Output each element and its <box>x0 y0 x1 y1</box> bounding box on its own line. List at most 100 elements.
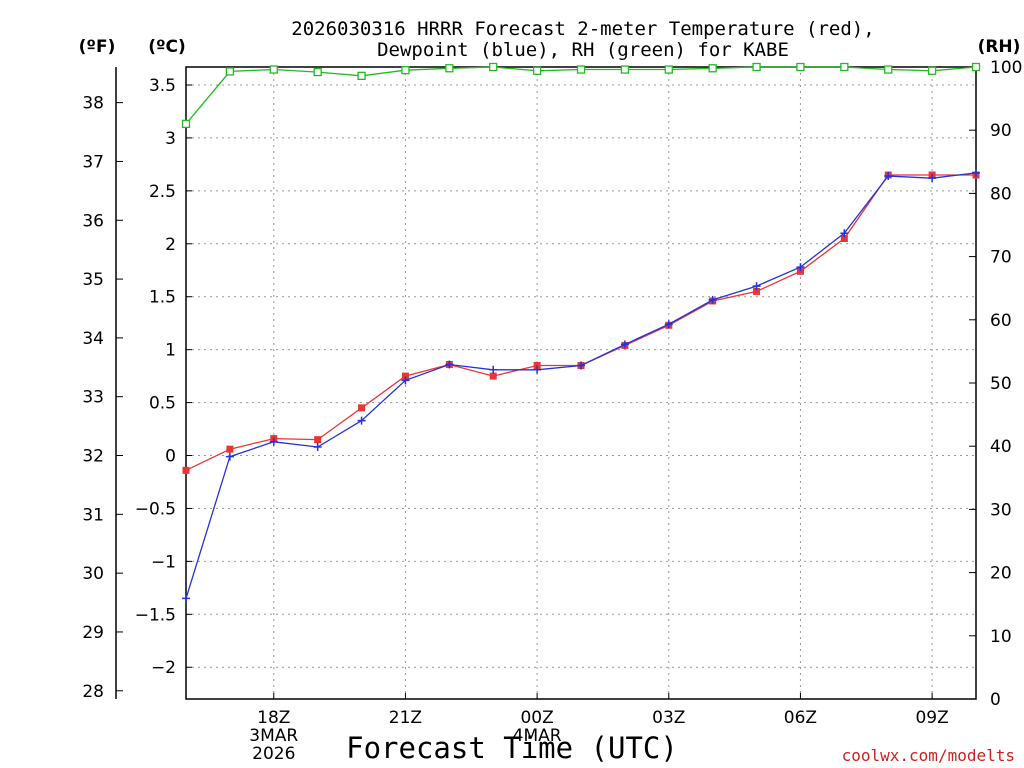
celsius-tick-label: −0.5 <box>135 499 176 519</box>
temperature-series-line <box>185 174 976 471</box>
rh-tick-label: 0 <box>990 690 1001 710</box>
rh-tick-label: 60 <box>990 311 1012 331</box>
rh-tick-label: 40 <box>990 437 1012 457</box>
celsius-tick-label: 0 <box>165 447 176 467</box>
rh-point <box>313 67 322 77</box>
dewpoint-series-line <box>185 172 977 599</box>
temperature-point <box>796 267 804 275</box>
dewpoint-point <box>664 320 673 329</box>
chart-title-line1: 2026030316 HRRR Forecast 2-meter Tempera… <box>291 18 874 40</box>
x-tick-label: 2026 <box>252 744 295 764</box>
rh-point <box>927 66 937 75</box>
celsius-unit-label: (ºC) <box>148 37 186 57</box>
dewpoint-point <box>620 340 629 349</box>
fahrenheit-tick-label: 33 <box>82 388 104 408</box>
rh-point <box>181 119 191 129</box>
rh-point <box>884 65 893 74</box>
series-layer <box>181 62 981 603</box>
temperature-point <box>753 287 761 295</box>
x-tick-label: 3MAR <box>249 726 298 746</box>
fahrenheit-tick-label: 31 <box>82 505 104 525</box>
celsius-tick-label: −2 <box>151 658 176 678</box>
x-tick-label: 18Z <box>257 708 290 728</box>
rh-tick-label: 70 <box>990 248 1012 268</box>
temperature-point <box>489 372 497 380</box>
rh-point <box>971 62 981 72</box>
credit-text: coolwx.com/modelts <box>842 746 1015 765</box>
rh-unit-label: (RH) <box>978 37 1021 57</box>
temperature-point <box>182 466 190 474</box>
rh-point <box>840 62 849 72</box>
fahrenheit-tick-label: 30 <box>82 564 104 584</box>
rh-point <box>532 66 542 75</box>
x-tick-label: 00Z <box>520 708 553 728</box>
x-tick-label: 21Z <box>389 708 422 728</box>
rh-point <box>752 62 761 72</box>
rh-tick-label: 100 <box>990 58 1022 78</box>
dewpoint-point <box>840 229 849 238</box>
temperature-point <box>401 372 409 380</box>
rh-point <box>620 65 630 74</box>
dewpoint-point <box>752 282 761 291</box>
dewpoint-point <box>225 452 234 461</box>
x-tick-label: 09Z <box>915 708 948 728</box>
celsius-tick-label: 2 <box>165 235 176 255</box>
x-tick-label: 4MAR <box>513 726 562 746</box>
dewpoint-point <box>357 416 366 425</box>
rh-point <box>708 64 717 73</box>
dewpoint-point <box>577 361 585 370</box>
fahrenheit-tick-label: 28 <box>82 682 104 702</box>
rh-tick-label: 90 <box>990 121 1012 141</box>
celsius-tick-label: −1.5 <box>135 605 176 625</box>
fahrenheit-tick-label: 34 <box>82 329 104 349</box>
rh-tick-label: 20 <box>990 564 1012 584</box>
temperature-point <box>226 445 234 453</box>
rh-point <box>796 62 805 72</box>
fahrenheit-tick-label: 36 <box>82 211 104 231</box>
temperature-point <box>358 404 366 412</box>
dewpoint-point <box>708 295 717 304</box>
temperature-point <box>533 362 541 370</box>
celsius-tick-label: −1 <box>151 552 176 572</box>
x-tick-label: 06Z <box>784 708 817 728</box>
x-axis-label: Forecast Time (UTC) <box>346 731 678 765</box>
rh-point <box>225 67 235 76</box>
fahrenheit-tick-label: 37 <box>82 152 104 172</box>
dewpoint-point <box>445 360 454 369</box>
celsius-tick-label: 0.5 <box>149 394 176 414</box>
fahrenheit-tick-label: 35 <box>82 270 104 290</box>
fahrenheit-unit-label: (ºF) <box>79 37 116 57</box>
dewpoint-point <box>533 365 542 374</box>
dewpoint-point <box>401 376 410 385</box>
dewpoint-point <box>796 263 805 272</box>
rh-tick-label: 80 <box>990 184 1012 204</box>
plot-frame <box>185 66 977 700</box>
dewpoint-point <box>313 443 322 452</box>
rh-point <box>269 65 278 74</box>
celsius-tick-label: 3 <box>165 129 176 149</box>
rh-tick-label: 10 <box>990 627 1012 647</box>
dewpoint-point <box>182 594 190 603</box>
celsius-tick-label: 2.5 <box>149 182 176 202</box>
fahrenheit-tick-label: 29 <box>82 623 104 643</box>
celsius-tick-label: 1 <box>165 341 176 361</box>
fahrenheit-tick-label: 32 <box>82 447 104 467</box>
celsius-tick-label: 3.5 <box>149 76 176 96</box>
dewpoint-point <box>928 174 937 183</box>
rh-point <box>401 66 410 75</box>
rh-tick-label: 50 <box>990 374 1012 394</box>
dewpoint-point <box>489 365 498 374</box>
rh-point <box>664 65 673 74</box>
rh-point <box>357 71 366 80</box>
celsius-tick-label: 1.5 <box>149 288 176 308</box>
rh-point <box>445 64 454 73</box>
fahrenheit-tick-label: 38 <box>82 94 104 114</box>
chart-title-line2: Dewpoint (blue), RH (green) for KABE <box>377 39 789 61</box>
temperature-point <box>840 234 848 242</box>
rh-series-line <box>185 66 977 125</box>
dewpoint-point <box>269 437 278 446</box>
rh-point <box>489 62 498 72</box>
grid-lines <box>186 67 976 699</box>
rh-point <box>576 65 586 74</box>
